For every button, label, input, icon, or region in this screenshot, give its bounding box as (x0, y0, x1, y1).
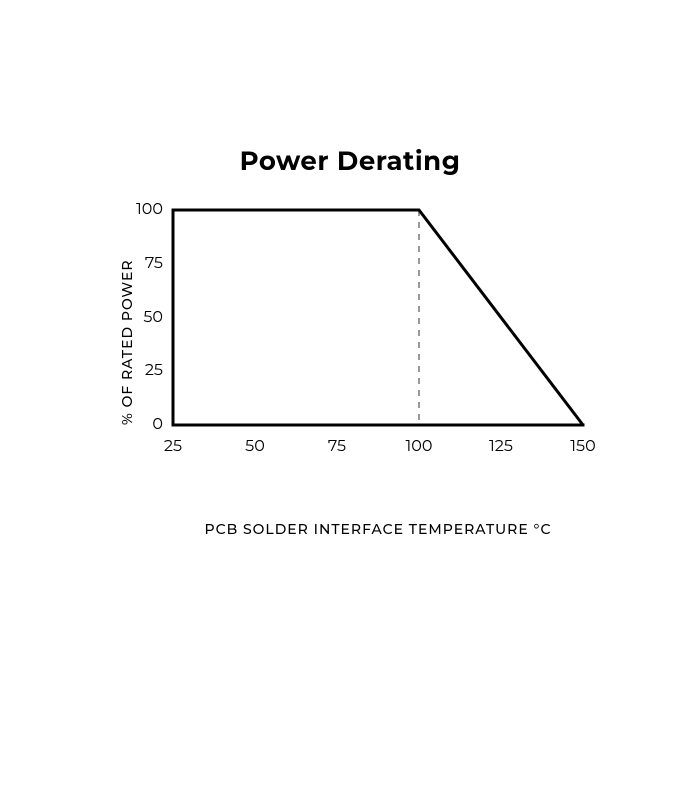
y-tick-label: 100 (113, 200, 163, 219)
x-tick-label: 150 (563, 437, 603, 456)
power-derating-chart: Power Derating % OF RATED POWER PCB SOLD… (0, 0, 700, 800)
x-tick-label: 25 (153, 437, 193, 456)
x-tick-label: 75 (317, 437, 357, 456)
y-tick-label: 50 (113, 308, 163, 327)
x-tick-label: 50 (235, 437, 275, 456)
y-tick-label: 0 (113, 415, 163, 434)
y-tick-label: 75 (113, 254, 163, 273)
x-tick-label: 125 (481, 437, 521, 456)
derating-curve (173, 210, 583, 425)
y-tick-label: 25 (113, 361, 163, 380)
chart-plot-area (0, 0, 700, 800)
x-tick-label: 100 (399, 437, 439, 456)
